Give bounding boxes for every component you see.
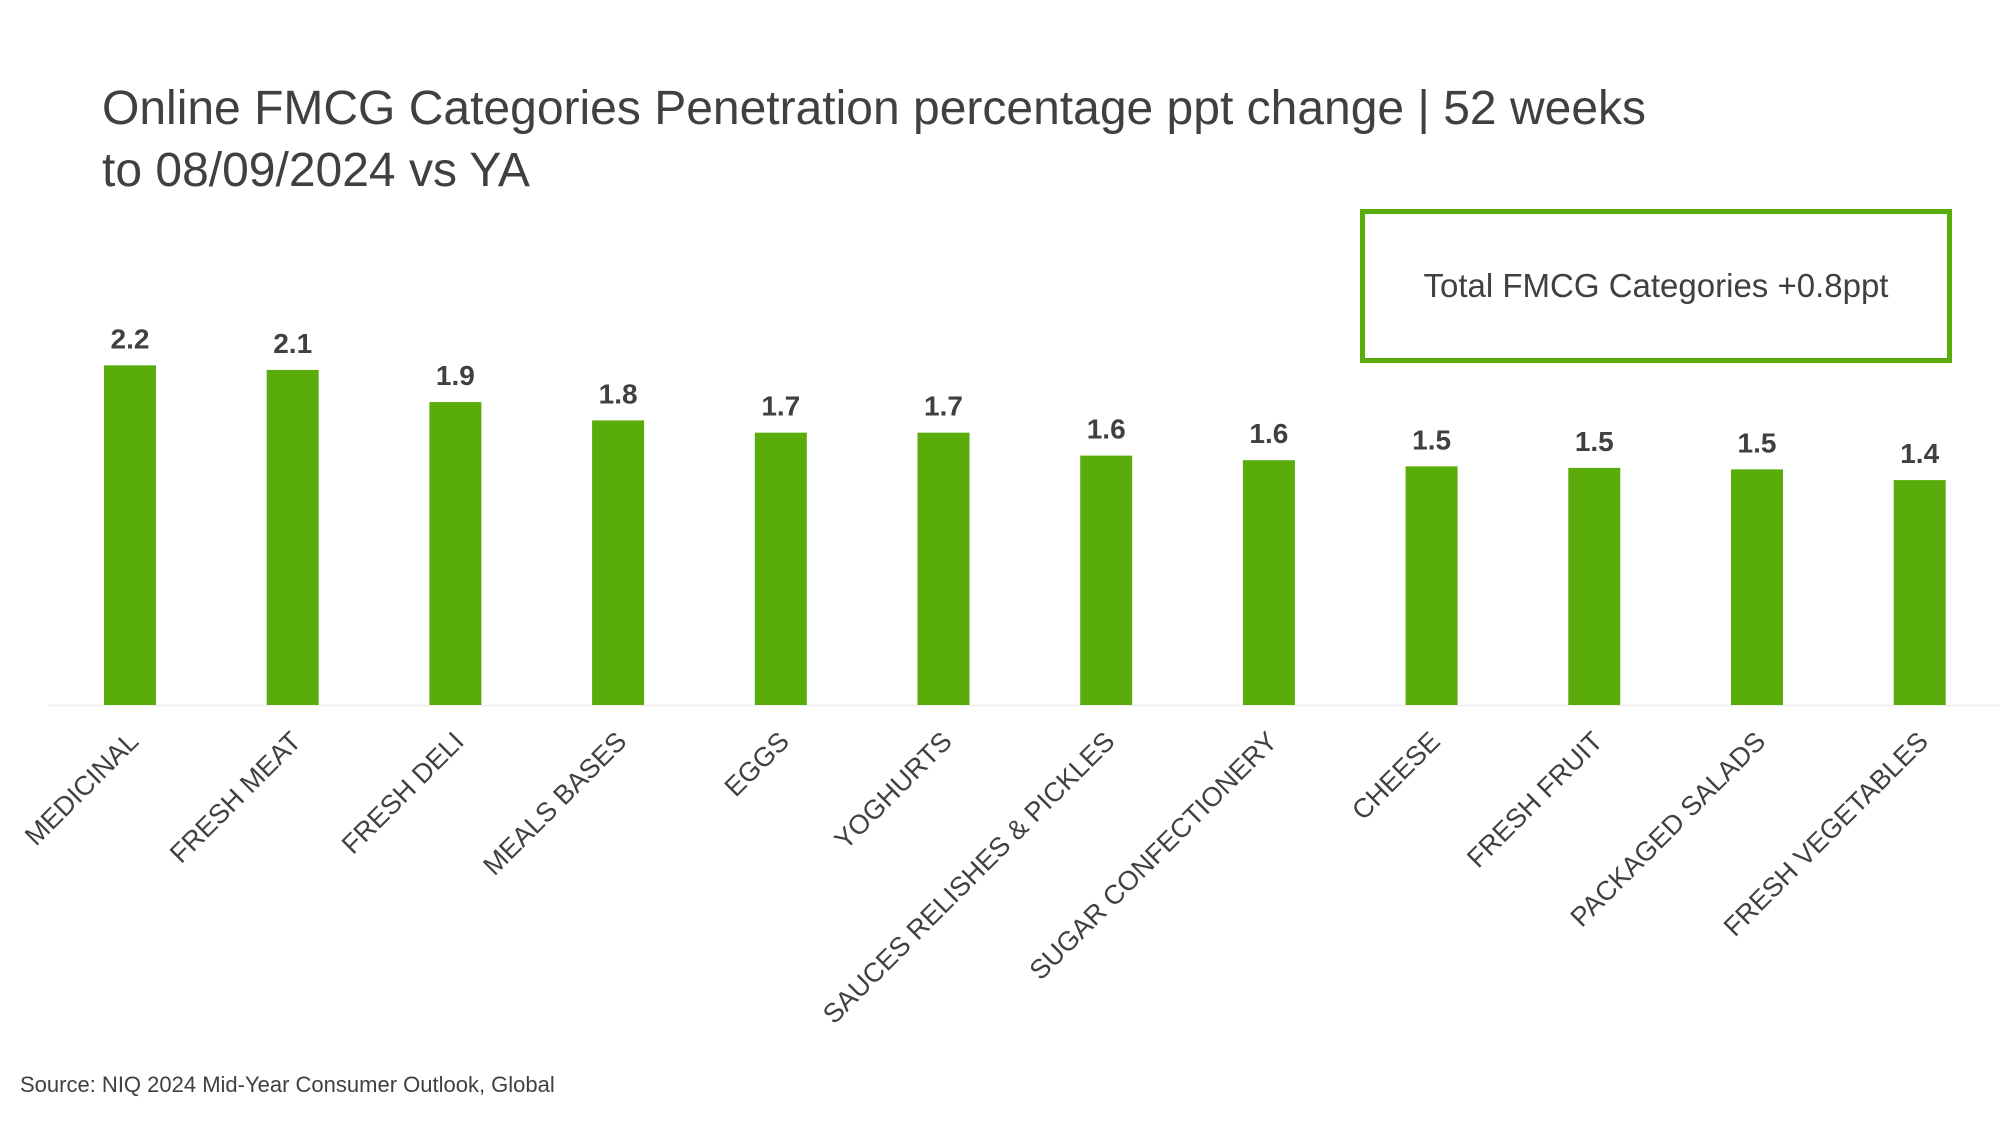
category-label: FRESH FRUIT bbox=[1461, 726, 1608, 873]
data-label: 2.1 bbox=[273, 328, 312, 359]
data-label: 1.7 bbox=[761, 391, 800, 422]
source-note: Source: NIQ 2024 Mid-Year Consumer Outlo… bbox=[20, 1072, 555, 1097]
total-fmcg-callout: Total FMCG Categories +0.8ppt bbox=[1360, 209, 1952, 363]
category-label: FRESH MEAT bbox=[164, 726, 307, 869]
category-label: MEALS BASES bbox=[477, 726, 632, 881]
bar bbox=[1731, 469, 1783, 705]
data-label: 1.4 bbox=[1900, 438, 1939, 469]
data-label: 1.9 bbox=[436, 360, 475, 391]
bar bbox=[429, 402, 482, 705]
category-label: MEDICINAL bbox=[19, 726, 144, 851]
category-label: SAUCES RELISHES & PICKLES bbox=[817, 726, 1120, 1029]
category-label: FRESH DELI bbox=[336, 726, 470, 860]
bar bbox=[104, 365, 156, 705]
category-label: EGGS bbox=[719, 726, 795, 802]
data-label: 1.5 bbox=[1738, 427, 1777, 458]
category-label: CHEESE bbox=[1346, 726, 1446, 826]
bar bbox=[1568, 467, 1621, 705]
bar bbox=[754, 432, 807, 705]
bar bbox=[266, 369, 319, 705]
bar bbox=[917, 432, 970, 705]
data-label: 1.8 bbox=[599, 378, 638, 409]
bar bbox=[1893, 480, 1946, 705]
callout-text: Total FMCG Categories +0.8ppt bbox=[1423, 267, 1889, 304]
data-label: 1.5 bbox=[1575, 426, 1614, 457]
category-label: YOGHURTS bbox=[829, 726, 958, 855]
data-label: 2.2 bbox=[111, 323, 150, 354]
data-label: 1.5 bbox=[1412, 424, 1451, 455]
chart-title: Online FMCG Categories Penetration perce… bbox=[102, 82, 1647, 197]
data-label: 1.6 bbox=[1087, 414, 1126, 445]
bar bbox=[1080, 455, 1133, 705]
bar bbox=[1405, 466, 1458, 705]
bar bbox=[1242, 460, 1295, 705]
data-label: 1.7 bbox=[924, 391, 963, 422]
bar bbox=[592, 420, 645, 705]
data-label: 1.6 bbox=[1249, 418, 1288, 449]
